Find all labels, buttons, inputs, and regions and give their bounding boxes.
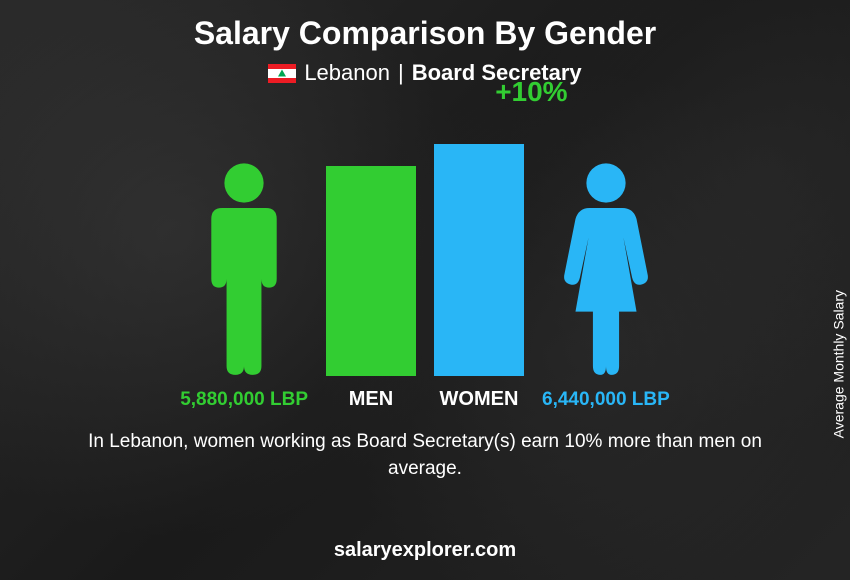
men-bar-group: MEN	[326, 166, 416, 411]
page-title: Salary Comparison By Gender	[194, 15, 656, 52]
content-container: Salary Comparison By Gender Lebanon | Bo…	[0, 0, 850, 580]
women-bar-group: WOMEN	[434, 144, 524, 411]
lebanon-flag-icon	[268, 64, 296, 83]
separator: |	[398, 60, 404, 86]
summary-text: In Lebanon, women working as Board Secre…	[65, 429, 785, 482]
country-label: Lebanon	[304, 60, 390, 86]
chart-area: +10% 5,880,000 LBP MEN WOMEN 6,440,000 L…	[180, 111, 670, 411]
women-label: WOMEN	[440, 388, 519, 411]
footer-attribution: salaryexplorer.com	[334, 539, 516, 562]
men-salary: 5,880,000 LBP	[180, 389, 308, 411]
man-icon	[189, 159, 299, 377]
men-label: MEN	[349, 388, 393, 411]
women-salary: 6,440,000 LBP	[542, 389, 670, 411]
men-column: 5,880,000 LBP	[180, 159, 308, 411]
men-bar	[326, 166, 416, 376]
y-axis-label: Average Monthly Salary	[830, 290, 846, 438]
percent-diff-label: +10%	[495, 76, 567, 108]
cedar-tree-icon	[278, 70, 286, 77]
women-column: 6,440,000 LBP	[542, 159, 670, 411]
women-bar	[434, 144, 524, 376]
woman-icon	[551, 159, 661, 377]
